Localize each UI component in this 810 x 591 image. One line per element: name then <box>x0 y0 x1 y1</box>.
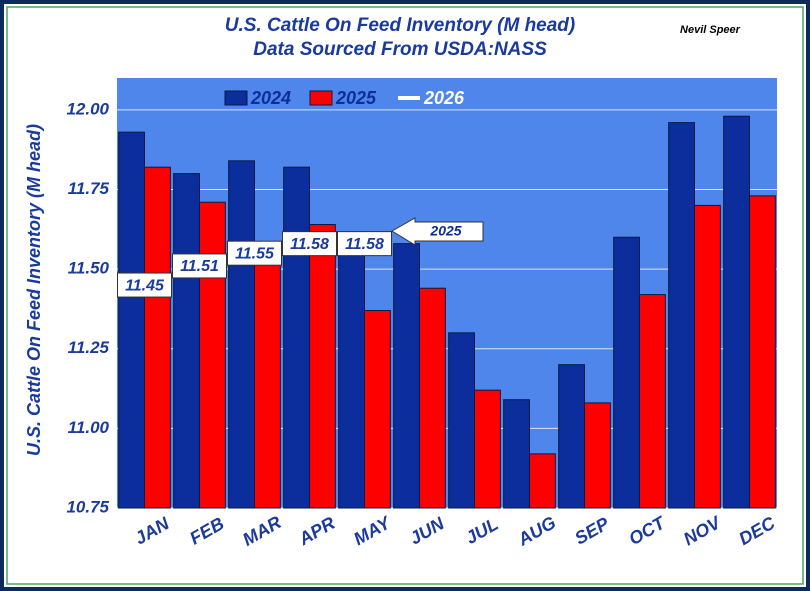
bar <box>199 201 226 509</box>
bar <box>503 399 530 509</box>
value-box <box>337 231 392 257</box>
y-tick-label: 11.25 <box>68 338 110 357</box>
annotation-arrow <box>391 217 484 246</box>
y-tick-label: 12.00 <box>66 99 109 118</box>
chart-title: U.S. Cattle On Feed Inventory (M head) <box>225 15 576 36</box>
bar <box>558 364 586 509</box>
value-box <box>117 272 172 298</box>
value-label: 11.45 <box>125 277 165 294</box>
bar <box>254 262 281 509</box>
y-tick-label: 10.75 <box>66 497 109 516</box>
y-tick-label: 11.75 <box>68 179 110 198</box>
bar <box>419 287 446 509</box>
y-tick-label: 11.50 <box>68 259 110 278</box>
bar <box>283 166 310 509</box>
value-box <box>282 231 337 257</box>
bar <box>393 243 420 509</box>
bar <box>694 204 721 509</box>
bar <box>228 160 255 509</box>
bar <box>749 195 776 509</box>
author: Nevil Speer <box>680 24 741 36</box>
bar <box>613 236 641 509</box>
bar <box>474 389 501 509</box>
frame-inner <box>6 6 804 585</box>
value-label: 11.58 <box>290 236 329 253</box>
bar <box>448 332 475 509</box>
bar <box>529 453 556 509</box>
bar <box>338 246 365 509</box>
plot-area <box>117 78 777 508</box>
value-label: 11.58 <box>345 236 384 253</box>
bar <box>723 115 751 509</box>
value-label: 11.51 <box>180 258 219 275</box>
bar <box>364 310 391 509</box>
legend-swatch <box>224 90 248 106</box>
value-label: 11.55 <box>235 245 275 262</box>
legend-label: 2025 <box>335 88 377 108</box>
bar <box>639 294 666 509</box>
legend-swatch <box>309 90 333 106</box>
bar <box>584 402 611 509</box>
bar <box>309 224 336 509</box>
value-box <box>227 240 282 266</box>
y-axis-label: U.S. Cattle On Feed Inventory (M head) <box>24 124 44 456</box>
chart-subtitle: Data Sourced From USDA:NASS <box>253 39 547 60</box>
legend-label: 2026 <box>423 88 465 108</box>
annotation: 2025 <box>429 223 461 239</box>
bar <box>144 166 171 509</box>
y-tick-label: 11.00 <box>68 418 110 437</box>
value-box <box>172 253 227 279</box>
legend-swatch <box>398 96 420 100</box>
bar <box>668 122 696 509</box>
legend-label: 2024 <box>250 88 291 108</box>
bar <box>118 131 146 509</box>
bar <box>173 173 200 509</box>
